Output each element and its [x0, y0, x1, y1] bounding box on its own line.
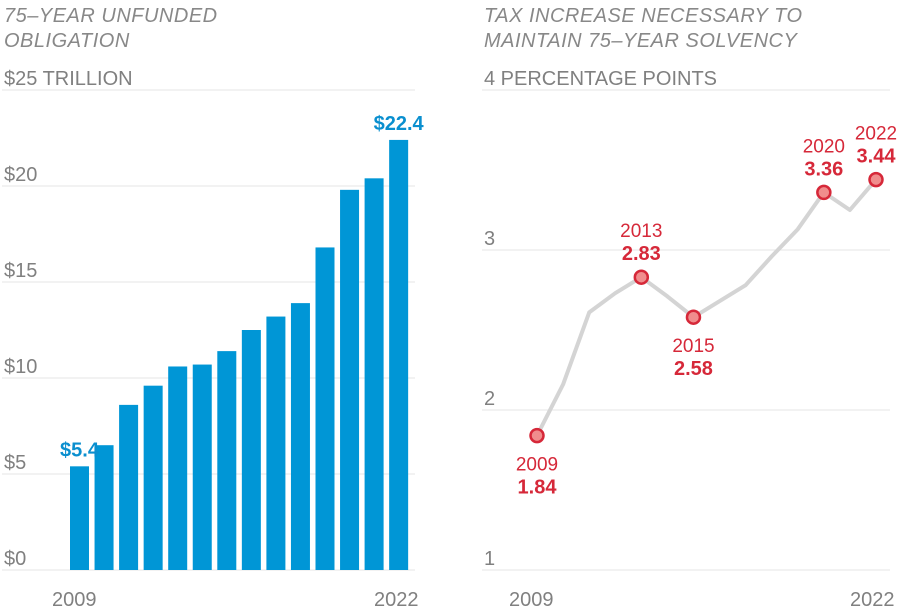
highlight-year-2015: 2015 — [672, 336, 714, 357]
unfunded-obligation-chart: 75–YEAR UNFUNDED OBLIGATION $0 $5 $10 $15 $2… — [2, 5, 425, 608]
right-title-line-2: MAINTAIN 75–YEAR SOLVENCY — [484, 30, 799, 52]
bar-2012 — [143, 385, 163, 570]
left-y-tick-label: $15 — [4, 260, 37, 282]
highlight-year-2013: 2013 — [620, 221, 662, 242]
tax-increase-chart: TAX INCREASE NECESSARY TO MAINTAIN 75–YE… — [482, 5, 897, 608]
right-title-line-1: TAX INCREASE NECESSARY TO — [484, 5, 803, 27]
left-x-label-end: 2022 — [374, 589, 419, 608]
left-title-line-1: 75–YEAR UNFUNDED — [4, 5, 218, 27]
right-x-label-start: 2009 — [509, 589, 554, 608]
highlight-point-2015 — [685, 309, 702, 325]
highlight-value-2015: 2.58 — [674, 358, 713, 380]
bar-2009 — [70, 466, 89, 570]
bar-2016 — [241, 330, 261, 570]
bar-2011 — [119, 404, 139, 570]
highlight-point-2020 — [816, 184, 832, 201]
bar-2010 — [94, 445, 114, 570]
bar-2020 — [340, 189, 360, 570]
highlight-year-2020: 2020 — [803, 136, 845, 157]
highlight-year-2022: 2022 — [855, 124, 897, 145]
highlight-year-2009: 2009 — [516, 455, 558, 476]
highlight-value-2022: 3.44 — [857, 146, 897, 168]
bar-2015 — [217, 351, 237, 570]
bar-2022 — [389, 139, 409, 571]
bar-2019 — [315, 247, 335, 570]
bar-2013 — [168, 366, 188, 570]
left-title-line-2: OBLIGATION — [4, 30, 130, 52]
left-y-tick-label: $10 — [4, 356, 37, 378]
bar-2018 — [290, 303, 310, 570]
right-x-label-end: 2022 — [850, 589, 895, 608]
left-x-label-start: 2009 — [52, 589, 97, 608]
left-y-tick-label: $5 — [4, 452, 26, 474]
highlight-value-2009: 1.84 — [518, 477, 558, 499]
right-y-tick-label: 1 — [484, 548, 495, 570]
bar-2017 — [266, 316, 286, 570]
bar-value-label-2009: $5.4 — [60, 439, 100, 461]
highlight-value-2020: 3.36 — [804, 158, 843, 180]
highlight-point-2013 — [633, 269, 650, 285]
bar-2021 — [364, 178, 384, 570]
left-y-tick-label: $25 TRILLION — [4, 68, 133, 90]
highlight-value-2013: 2.83 — [622, 243, 661, 265]
bar-value-label-2022: $22.4 — [374, 113, 425, 135]
left-y-tick-label: $20 — [4, 164, 37, 186]
right-y-tick-label: 2 — [484, 388, 495, 410]
tax-increase-series-line — [535, 177, 878, 438]
highlight-point-2022 — [868, 171, 884, 188]
right-y-tick-label: 4 PERCENTAGE POINTS — [484, 68, 717, 90]
left-y-tick-label: $0 — [4, 548, 26, 570]
right-y-tick-label: 3 — [484, 228, 495, 250]
highlight-point-2009 — [529, 427, 545, 444]
bar-2014 — [192, 364, 212, 570]
